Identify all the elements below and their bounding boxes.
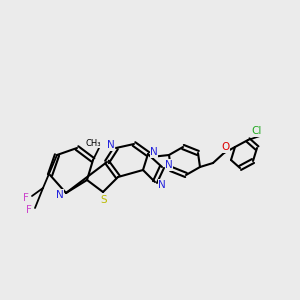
Text: N: N xyxy=(165,160,173,170)
Text: Cl: Cl xyxy=(252,126,262,136)
Text: F: F xyxy=(23,193,29,203)
Text: N: N xyxy=(107,140,115,150)
Text: F: F xyxy=(26,205,32,215)
Text: CH₃: CH₃ xyxy=(85,139,101,148)
Text: N: N xyxy=(158,180,166,190)
Text: N: N xyxy=(150,147,158,157)
Text: O: O xyxy=(221,142,229,152)
Text: S: S xyxy=(101,195,107,205)
Text: N: N xyxy=(56,190,64,200)
